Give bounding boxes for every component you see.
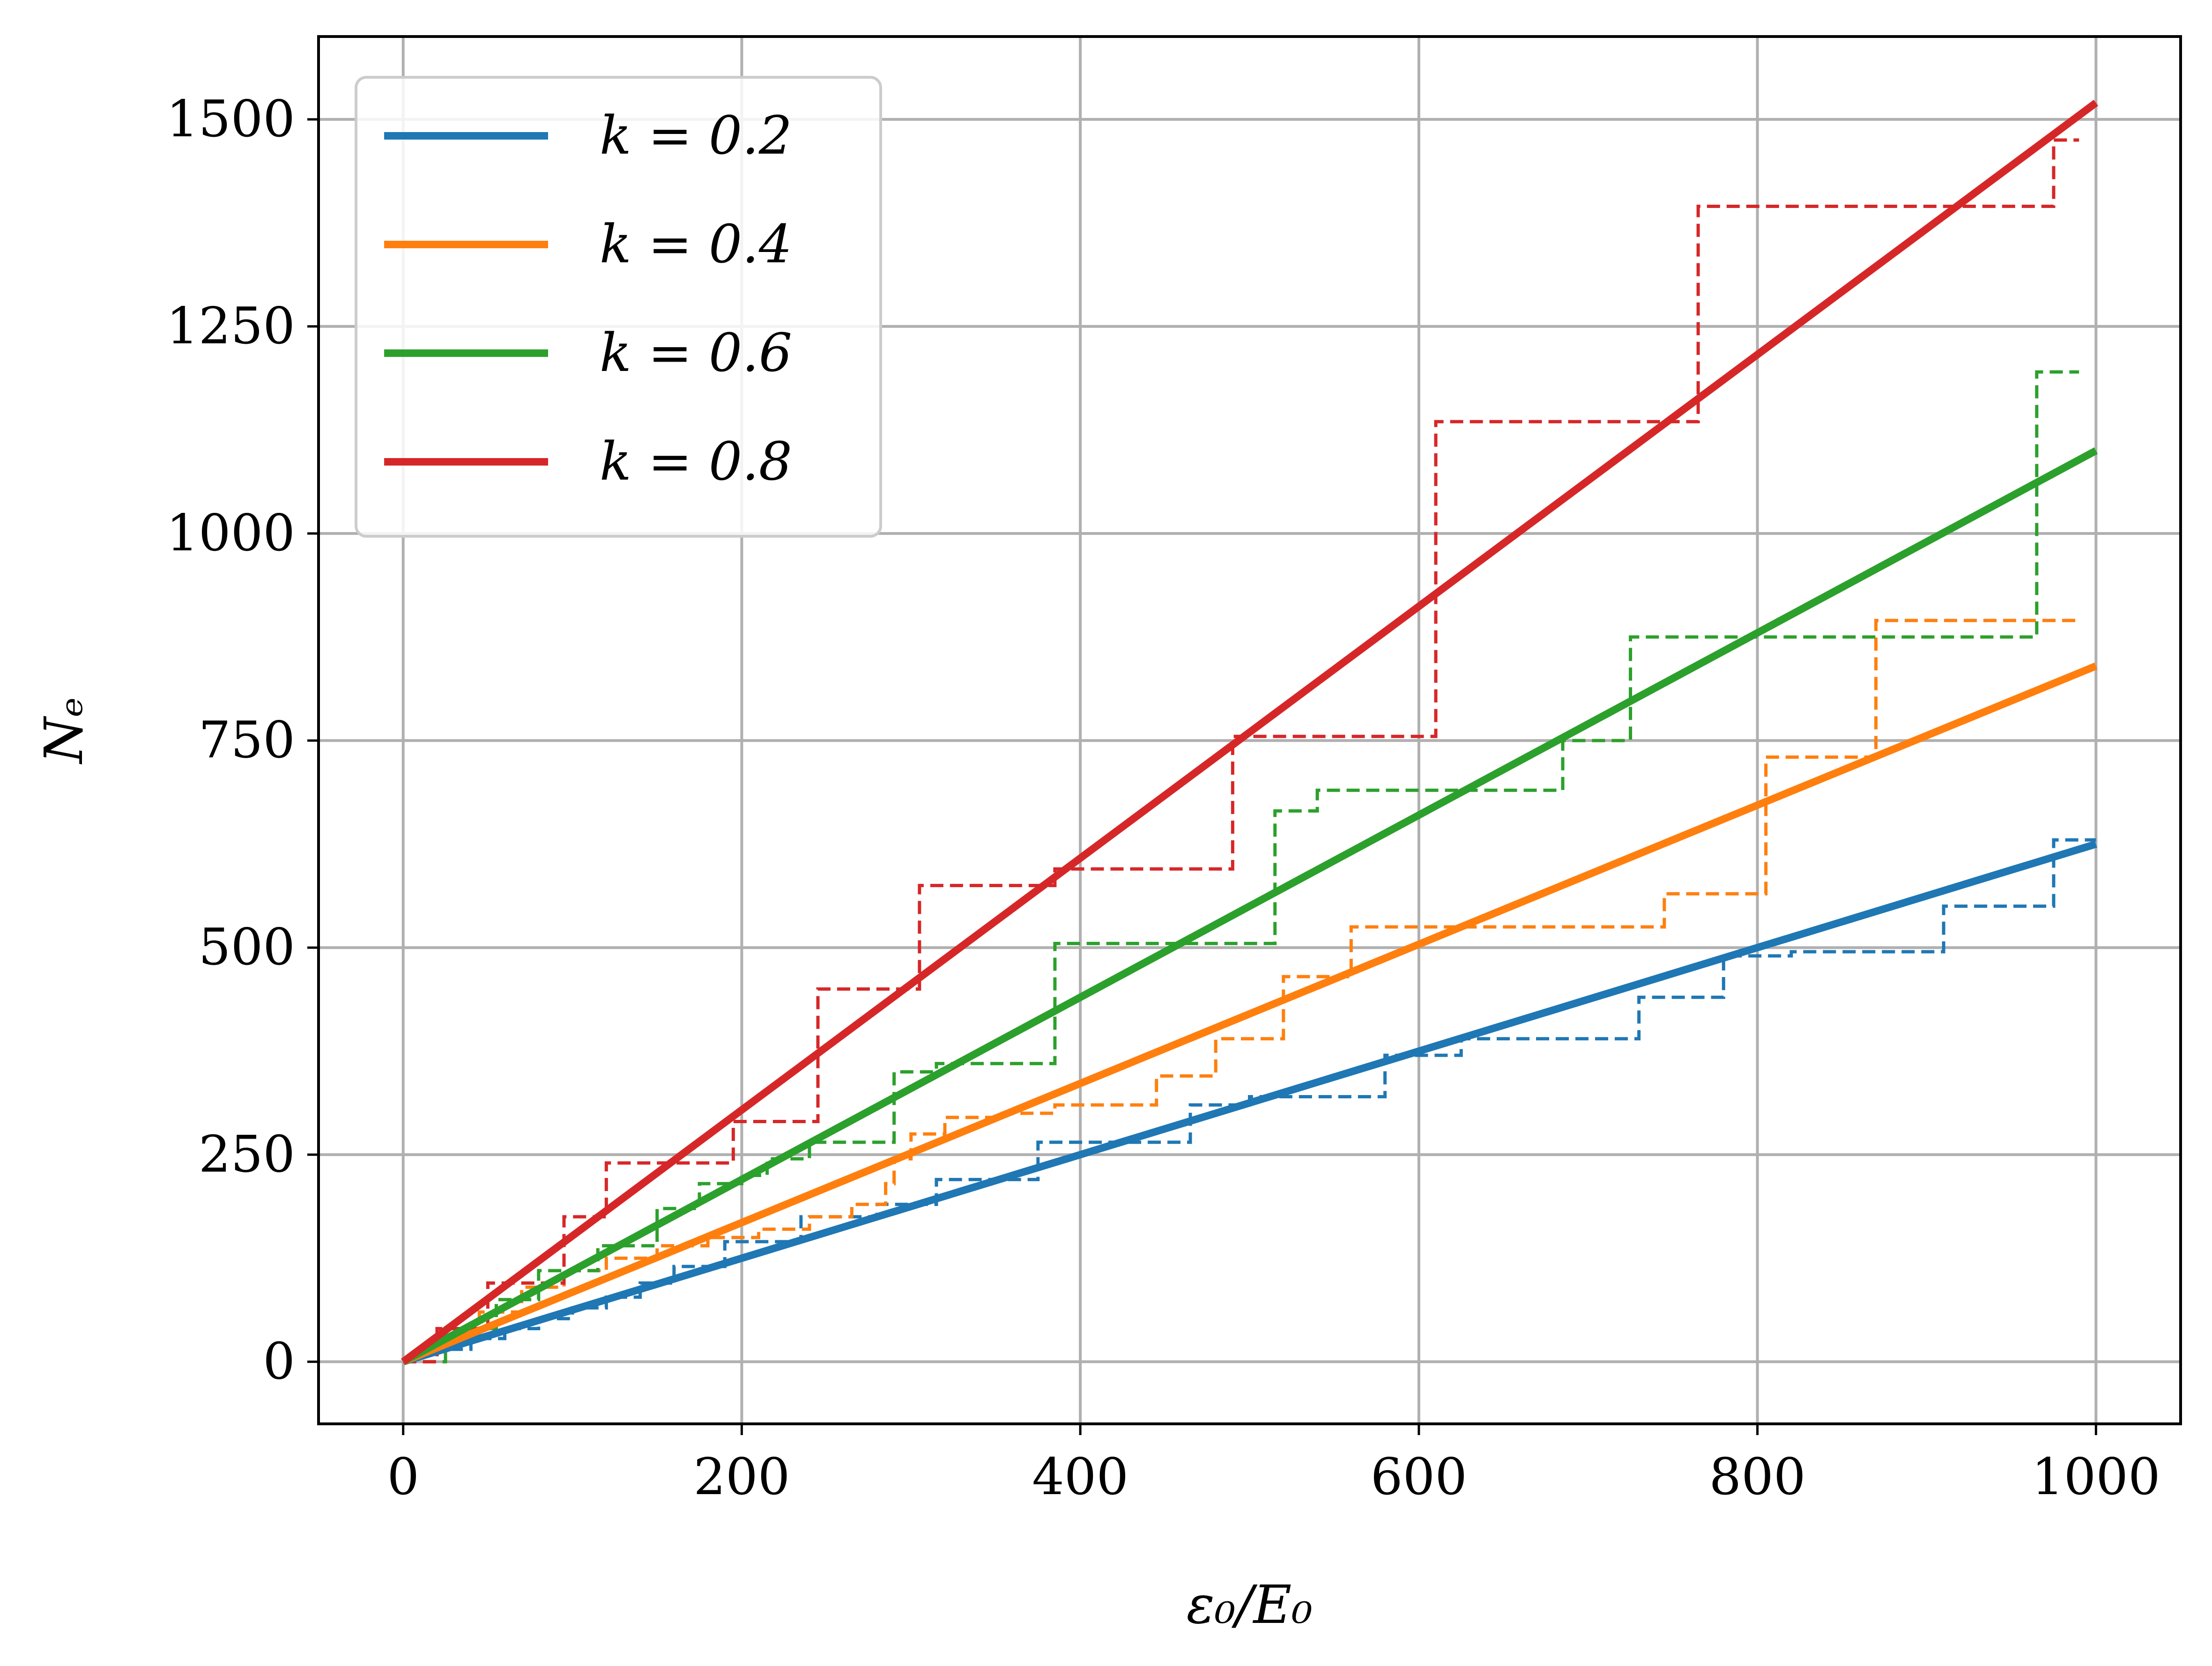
plot-frame bbox=[317, 35, 2182, 1425]
step-line-2 bbox=[403, 619, 2079, 1363]
plot-series bbox=[401, 100, 2099, 1366]
series-line-1 bbox=[402, 840, 2097, 1366]
x-tick-label: 600 bbox=[1371, 1448, 1467, 1506]
y-tick-label: 1250 bbox=[166, 297, 295, 355]
x-axis-label: ε₀/E₀ bbox=[1187, 1575, 1313, 1636]
y-tick-label: 750 bbox=[199, 711, 295, 770]
series-line-3 bbox=[401, 447, 2098, 1365]
step-line-1 bbox=[403, 838, 2096, 1363]
ticks: 0 200 400 600 800 1000 0 250 500 750 1000 1250 1500 bbox=[166, 90, 2160, 1506]
series-line-2 bbox=[401, 662, 2098, 1365]
x-tick-label: 1000 bbox=[2032, 1448, 2160, 1506]
x-tick-label: 200 bbox=[693, 1448, 790, 1506]
y-axis-label: Nₑ bbox=[34, 697, 95, 764]
x-tick-label: 400 bbox=[1032, 1448, 1128, 1506]
legend-label-3: k = 0.6 bbox=[600, 323, 792, 384]
x-tick-label: 800 bbox=[1709, 1448, 1806, 1506]
legend-label-1: k = 0.2 bbox=[600, 105, 792, 166]
legend-label-2: k = 0.4 bbox=[600, 214, 792, 275]
y-tick-label: 1000 bbox=[166, 504, 295, 563]
legend-box bbox=[355, 76, 882, 538]
series-line-4 bbox=[401, 100, 2099, 1365]
y-tick-label: 1500 bbox=[166, 90, 295, 148]
legend-label-4: k = 0.8 bbox=[600, 431, 792, 492]
y-tick-label: 250 bbox=[199, 1125, 295, 1184]
y-tick-label: 0 bbox=[263, 1332, 295, 1391]
y-tick-label: 500 bbox=[199, 918, 295, 977]
step-line-4 bbox=[403, 138, 2079, 1363]
legend: k = 0.2 k = 0.4 k = 0.6 k = 0.8 bbox=[355, 76, 882, 538]
x-tick-label: 0 bbox=[387, 1448, 419, 1506]
